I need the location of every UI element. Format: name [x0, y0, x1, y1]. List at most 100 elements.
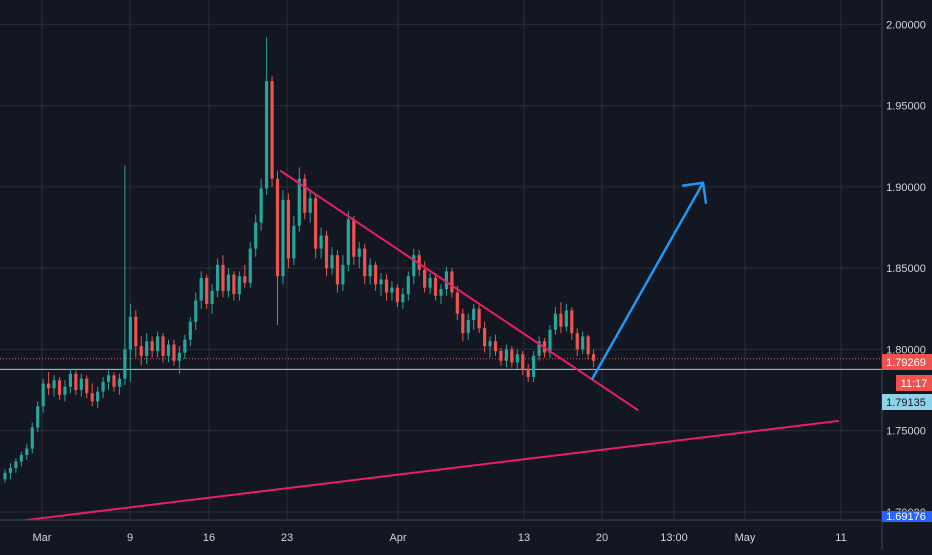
- horizontal-line-price-label-bg: [882, 394, 932, 410]
- candle-body: [199, 277, 203, 301]
- candle-body: [499, 351, 503, 361]
- candle-body: [265, 81, 269, 189]
- candles: [3, 37, 596, 483]
- candle-body: [303, 178, 307, 213]
- candle-body: [510, 349, 514, 363]
- current-price-line: [0, 358, 882, 370]
- candle-body: [188, 321, 192, 340]
- candle-body: [308, 198, 312, 213]
- candle-body: [423, 269, 427, 288]
- candle-body: [254, 222, 258, 249]
- candle-body: [412, 255, 416, 277]
- candle-body: [417, 255, 421, 270]
- candle-body: [564, 310, 568, 327]
- price-tick-label: 1.95000: [886, 101, 926, 113]
- candle-body: [41, 383, 45, 407]
- price-tick-label: 1.80000: [886, 344, 926, 356]
- candle-body: [63, 386, 67, 395]
- candle-body: [319, 235, 323, 249]
- candle-body: [134, 316, 138, 347]
- candle-body: [112, 375, 116, 387]
- candle-body: [526, 368, 530, 377]
- drawings: [0, 169, 839, 525]
- candle-body: [177, 352, 181, 361]
- candle-body: [406, 276, 410, 295]
- candle-body: [90, 393, 94, 402]
- price-tick-label: 1.85000: [886, 263, 926, 275]
- candle-body: [559, 313, 563, 327]
- price-axis-labels: 1.700001.750001.800001.850001.900001.950…: [886, 19, 926, 519]
- candle-body: [292, 225, 296, 259]
- descending-trendline: [279, 169, 639, 412]
- candle-body: [52, 380, 56, 389]
- candle-body: [521, 354, 525, 369]
- countdown-label: 11:17: [901, 378, 928, 390]
- projection-arrow-shaft: [590, 182, 705, 381]
- time-tick-label: May: [735, 532, 756, 544]
- candle-body: [101, 381, 105, 392]
- candle-body: [466, 320, 470, 334]
- time-tick-label: 11: [835, 532, 846, 544]
- candle-body: [166, 344, 171, 356]
- candle-body: [232, 274, 236, 295]
- candle-body: [570, 310, 574, 334]
- time-tick-label: 9: [127, 532, 133, 544]
- time-tick-label: Mar: [33, 532, 52, 544]
- candle-body: [139, 346, 143, 356]
- candle-body: [368, 264, 372, 277]
- candle-body: [123, 349, 127, 379]
- candle-body: [68, 373, 72, 387]
- candle-body: [346, 219, 350, 265]
- candle-body: [205, 277, 209, 304]
- candle-body: [248, 248, 252, 283]
- candle-body: [19, 455, 23, 462]
- candle-body: [330, 255, 334, 269]
- current-price-label: 1.79269: [886, 357, 926, 369]
- candle-body: [145, 341, 149, 356]
- candle-body: [3, 472, 7, 480]
- candle-body: [8, 468, 13, 473]
- candle-body: [384, 279, 389, 293]
- candle-body: [515, 354, 519, 363]
- time-tick-label: 16: [203, 532, 215, 544]
- price-labels: 1.69176 1.79269 11:17 1.79135: [882, 354, 932, 523]
- candle-body: [286, 199, 290, 259]
- candle-body: [395, 287, 399, 303]
- candle-body: [270, 81, 274, 179]
- candle-body: [363, 248, 367, 277]
- candle-body: [455, 292, 459, 314]
- candle-body: [592, 354, 596, 361]
- candle-body: [488, 341, 492, 347]
- candle-body: [47, 383, 51, 389]
- candle-body: [96, 391, 100, 402]
- candle-body: [183, 339, 187, 353]
- candle-body: [30, 427, 34, 449]
- candle-body: [335, 255, 340, 285]
- candle-body: [194, 300, 198, 322]
- candle-body: [390, 287, 394, 293]
- candle-body: [428, 277, 432, 288]
- ascending-trendline: [0, 419, 839, 525]
- price-tick-label: 2.00000: [886, 19, 926, 31]
- candle-body: [314, 198, 318, 249]
- candle-body: [357, 248, 361, 257]
- candle-body: [581, 336, 585, 350]
- candle-body: [341, 264, 345, 285]
- candle-body: [537, 341, 541, 356]
- candle-body: [150, 341, 154, 351]
- candle-body: [237, 276, 241, 295]
- time-tick-label: 20: [596, 532, 608, 544]
- candle-body: [553, 313, 558, 330]
- candle-body: [57, 380, 62, 395]
- time-axis-labels: Mar 9 16 23 Apr 13 20 13:00 May 11: [33, 532, 847, 544]
- bottom-price-label-bg: [882, 511, 932, 522]
- time-axis-background: [0, 520, 882, 550]
- countdown-label-bg: [896, 375, 932, 391]
- candle-body: [161, 336, 165, 356]
- price-tick-label: 1.75000: [886, 426, 926, 438]
- candle-body: [221, 264, 225, 291]
- candle-body: [586, 336, 590, 355]
